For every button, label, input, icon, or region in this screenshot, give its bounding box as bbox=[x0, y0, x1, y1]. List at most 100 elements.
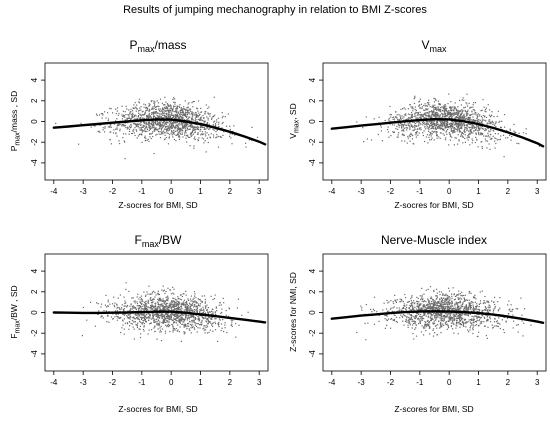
data-point bbox=[121, 307, 123, 309]
data-point bbox=[489, 318, 491, 320]
data-point bbox=[209, 136, 211, 138]
data-point bbox=[492, 135, 494, 137]
data-point bbox=[190, 300, 192, 302]
data-point bbox=[165, 305, 167, 307]
data-point bbox=[454, 128, 456, 130]
data-point bbox=[509, 308, 511, 310]
data-point bbox=[421, 287, 423, 289]
data-point bbox=[183, 113, 185, 115]
data-point bbox=[427, 288, 429, 290]
data-point bbox=[466, 137, 468, 139]
data-point bbox=[173, 129, 175, 131]
data-point bbox=[178, 307, 180, 309]
data-point bbox=[159, 137, 162, 139]
data-point bbox=[471, 114, 473, 116]
data-point bbox=[461, 109, 463, 111]
data-point bbox=[431, 133, 433, 135]
data-point bbox=[141, 126, 143, 128]
data-point bbox=[492, 122, 494, 124]
data-point bbox=[380, 124, 382, 127]
data-point bbox=[462, 142, 464, 144]
data-point bbox=[167, 126, 169, 128]
data-point bbox=[398, 114, 400, 116]
data-point bbox=[410, 106, 412, 108]
data-point bbox=[449, 125, 451, 127]
data-point bbox=[202, 120, 204, 122]
data-point bbox=[160, 305, 163, 307]
data-point bbox=[397, 134, 399, 136]
data-point bbox=[139, 296, 141, 298]
data-point bbox=[175, 319, 177, 321]
data-point bbox=[512, 327, 514, 329]
data-point bbox=[179, 127, 182, 130]
data-point bbox=[395, 316, 398, 318]
data-point bbox=[127, 317, 129, 319]
data-point bbox=[445, 294, 447, 296]
data-point bbox=[414, 318, 416, 320]
data-point bbox=[128, 317, 130, 319]
data-point bbox=[423, 301, 425, 303]
data-point bbox=[159, 329, 161, 331]
data-point bbox=[171, 300, 173, 302]
data-point bbox=[144, 307, 146, 309]
data-point bbox=[469, 117, 471, 119]
data-point bbox=[436, 134, 438, 136]
data-point bbox=[423, 104, 425, 107]
data-point bbox=[488, 114, 491, 116]
data-point bbox=[214, 114, 216, 116]
data-point bbox=[425, 329, 427, 332]
data-point bbox=[467, 111, 469, 113]
data-point bbox=[438, 136, 440, 138]
data-point bbox=[475, 309, 477, 311]
data-point bbox=[403, 107, 405, 109]
data-point bbox=[467, 321, 469, 323]
data-point bbox=[428, 113, 430, 115]
data-point bbox=[206, 126, 208, 128]
data-point bbox=[210, 133, 212, 135]
data-point bbox=[456, 315, 458, 317]
data-point bbox=[183, 126, 185, 129]
data-point bbox=[173, 314, 175, 316]
data-point bbox=[173, 121, 176, 124]
data-point bbox=[451, 136, 453, 138]
data-point bbox=[403, 127, 406, 129]
data-point bbox=[443, 110, 445, 112]
data-point bbox=[418, 307, 420, 309]
data-point bbox=[176, 115, 178, 117]
data-point bbox=[175, 134, 177, 136]
data-point bbox=[197, 110, 199, 112]
data-point bbox=[421, 316, 423, 318]
data-point bbox=[406, 142, 408, 144]
data-point bbox=[151, 107, 153, 109]
data-point bbox=[175, 117, 177, 119]
data-point bbox=[476, 139, 478, 141]
data-point bbox=[180, 115, 182, 117]
data-point bbox=[152, 131, 154, 133]
data-point bbox=[470, 301, 472, 303]
data-point bbox=[207, 316, 210, 318]
data-point bbox=[461, 313, 463, 315]
data-point bbox=[441, 109, 443, 112]
data-point bbox=[170, 120, 173, 122]
data-point bbox=[164, 109, 166, 111]
data-point bbox=[192, 101, 194, 103]
data-point bbox=[136, 301, 138, 303]
data-point bbox=[117, 317, 119, 319]
data-point bbox=[452, 121, 454, 123]
data-point bbox=[145, 306, 147, 308]
data-point bbox=[380, 126, 382, 128]
data-point bbox=[469, 129, 471, 131]
data-point bbox=[453, 313, 455, 315]
data-point bbox=[443, 122, 445, 124]
data-point bbox=[146, 128, 149, 130]
data-point bbox=[187, 112, 189, 114]
data-point bbox=[133, 104, 135, 106]
data-point bbox=[417, 114, 419, 116]
data-point bbox=[481, 147, 483, 149]
data-point bbox=[115, 120, 117, 122]
data-point bbox=[201, 133, 203, 135]
data-point bbox=[429, 115, 431, 117]
data-point bbox=[437, 126, 439, 128]
data-point bbox=[172, 109, 174, 111]
data-point bbox=[190, 316, 192, 318]
